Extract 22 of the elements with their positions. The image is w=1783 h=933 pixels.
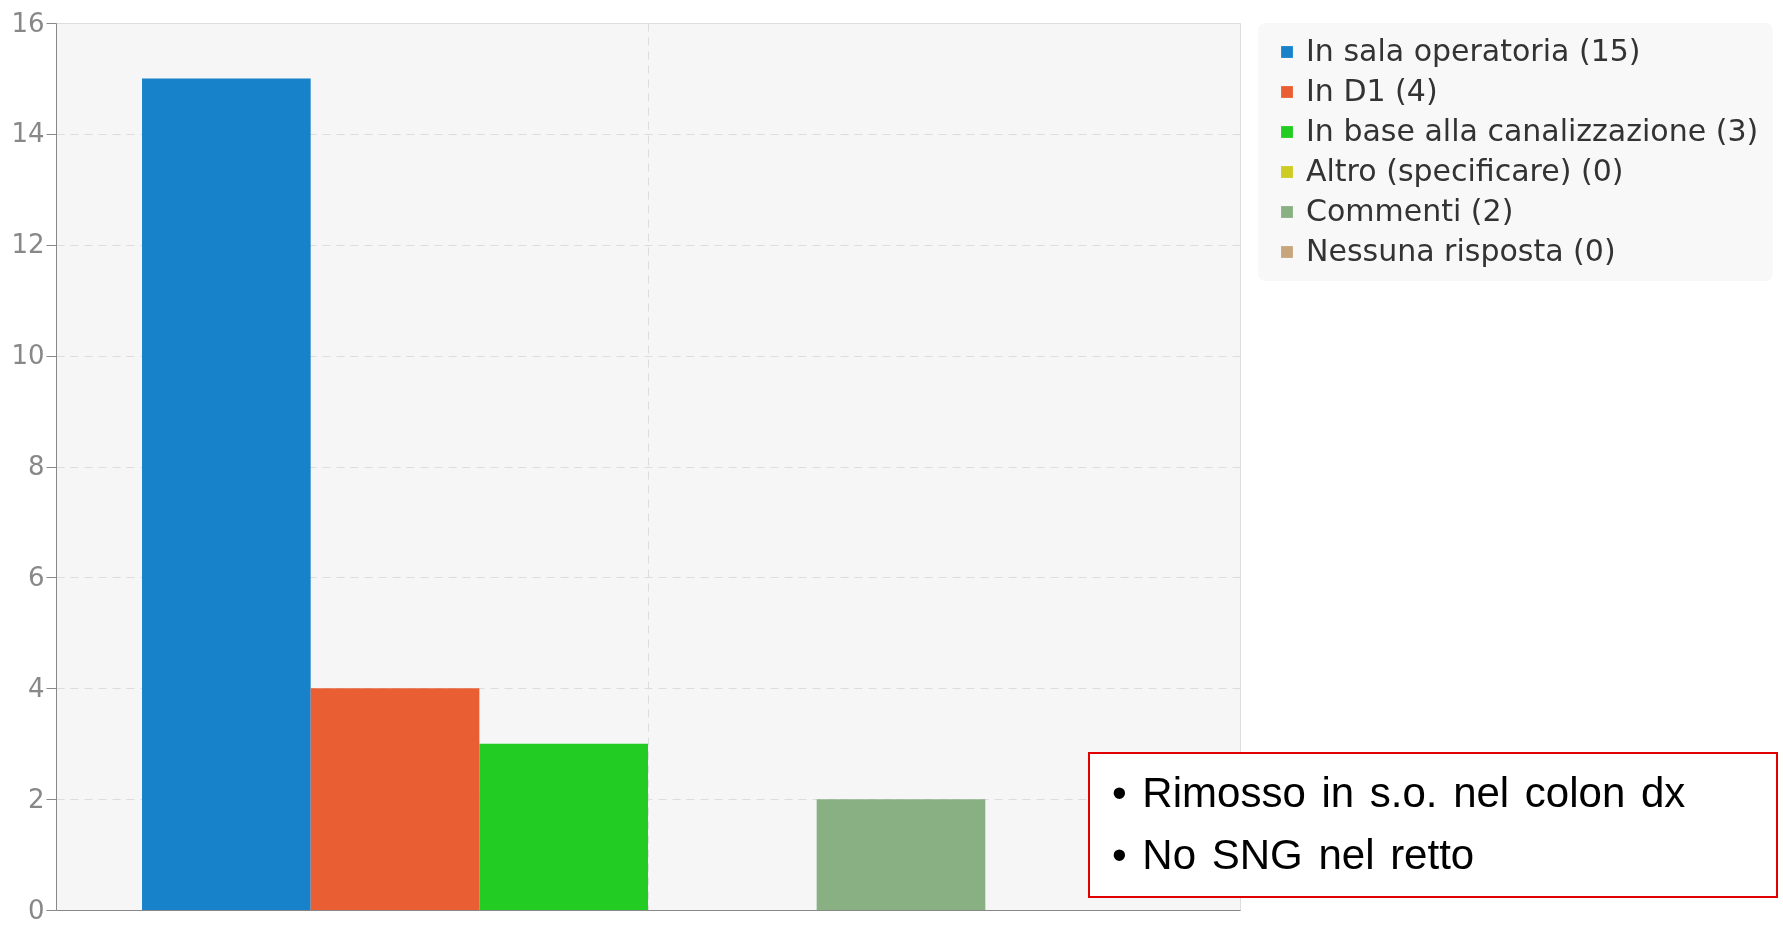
legend-label: In sala operatoria (15) (1306, 33, 1641, 68)
bar (479, 743, 648, 910)
legend-label: Altro (specificare) (0) (1306, 153, 1624, 188)
legend-label: In base alla canalizzazione (3) (1306, 113, 1759, 148)
bar (310, 688, 480, 910)
y-tick-label: 14 (11, 118, 45, 149)
legend-label: In D1 (4) (1306, 73, 1438, 108)
y-tick-label: 2 (27, 783, 45, 814)
y-tick-label: 4 (27, 672, 45, 703)
y-tick-label: 10 (11, 340, 45, 371)
bar (816, 799, 986, 910)
bar (142, 78, 311, 910)
annotation: • No SNG nel retto (1112, 830, 1476, 880)
annotation: • Rimosso in s.o. nel colon dx (1112, 768, 1687, 818)
y-tick-label: 0 (27, 894, 45, 925)
y-tick-label: 6 (27, 561, 45, 592)
y-tick-label: 8 (27, 451, 45, 481)
y-tick-label: 12 (11, 229, 45, 260)
legend-label: Commenti (2) (1306, 193, 1514, 228)
legend-label: Nessuna risposta (0) (1306, 233, 1616, 268)
y-tick-label: 16 (11, 7, 45, 38)
note-box: • Rimosso in s.o. nel colon dx • No SNG nel retto (1088, 752, 1778, 898)
